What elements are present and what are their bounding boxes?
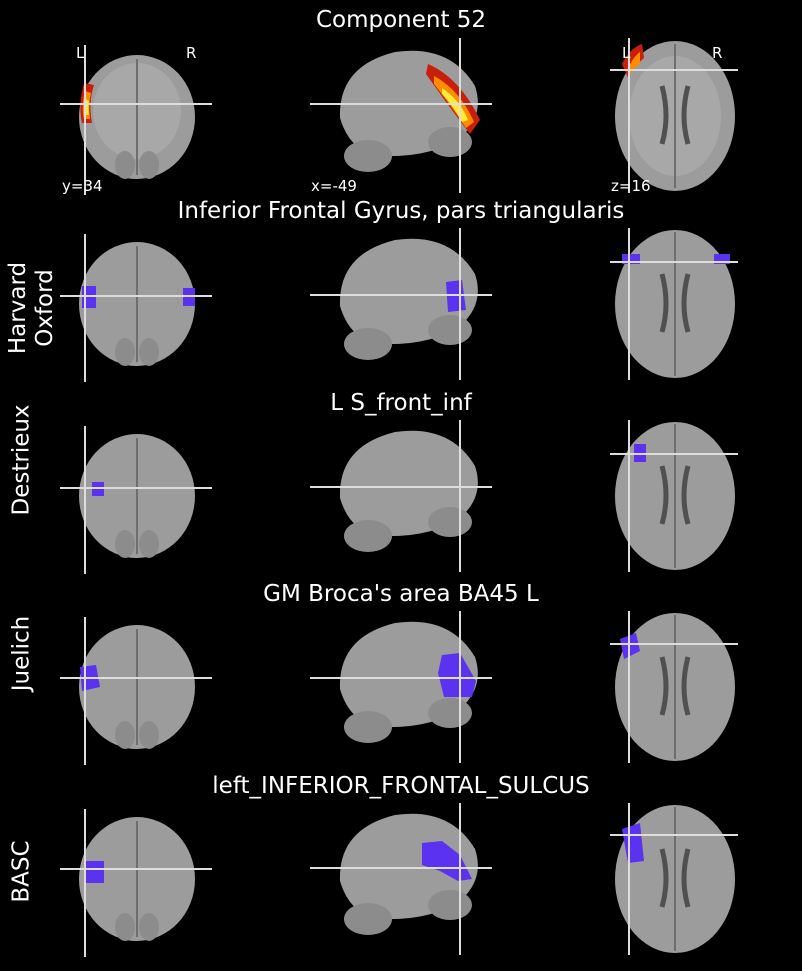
sagittal-view [310,228,495,380]
atlas-row-juelich: GM Broca's area BA45 L Juelich [0,575,802,767]
coronal-view [60,234,215,382]
component-title: Component 52 [315,7,487,33]
axial-slice-image [610,420,738,572]
coronal-slice-image [60,617,212,765]
coronal-slice-image [60,426,212,574]
axial-view [610,420,740,572]
axial-slice-image [610,228,738,380]
atlas-region-overlay [714,254,730,264]
coronal-slice-image [60,234,212,382]
orientation-right-label: R [712,44,723,62]
region-title: GM Broca's area BA45 L [263,581,539,607]
atlas-region-overlay [438,653,476,697]
coronal-slice-image [60,45,212,195]
atlas-name-label: BASC [8,840,35,903]
axial-view [610,228,740,380]
sagittal-slice-image [310,611,492,763]
coord-y-label: y=34 [62,177,103,195]
coord-x-label: x=-49 [311,177,357,195]
axial-view [610,38,740,193]
sagittal-view [310,611,495,763]
component-row: Component 52 L R y=34 x=-49 [0,0,802,200]
sagittal-slice-image [310,803,492,955]
sagittal-slice-image [310,38,492,193]
axial-view [610,611,740,763]
atlas-name-label: Destrieux [8,404,35,516]
sagittal-view [310,803,495,955]
axial-slice-image [610,38,738,193]
axial-view [610,803,740,955]
axial-slice-image [610,611,738,763]
sagittal-view [310,420,495,572]
atlas-row-basc: left_INFERIOR_FRONTAL_SULCUS BASC [0,767,802,971]
coronal-slice-image [60,809,212,957]
region-title: left_INFERIOR_FRONTAL_SULCUS [212,773,590,799]
atlas-region-overlay [84,861,104,883]
coronal-view [60,617,215,765]
coronal-view [60,426,215,574]
sagittal-slice-image [310,420,492,572]
region-title: Inferior Frontal Gyrus, pars triangulari… [177,198,625,224]
axial-slice-image [610,803,738,955]
atlas-row-harvard-oxford: Inferior Frontal Gyrus, pars triangulari… [0,192,802,384]
atlas-region-overlay [622,254,640,264]
orientation-right-label: R [186,44,197,62]
orientation-left-label: L [76,44,85,62]
region-title: L S_front_inf [330,390,472,416]
coord-z-label: z=16 [611,177,651,195]
sagittal-view [310,38,495,193]
coronal-view [60,809,215,957]
atlas-row-destrieux: L S_front_inf Destrieux [0,384,802,576]
sagittal-slice-image [310,228,492,380]
atlas-name-label: Juelich [8,615,35,692]
atlas-region-overlay [622,823,644,863]
coronal-view [60,45,215,195]
atlas-name-label: Harvard Oxford [5,261,58,355]
orientation-left-label: L [622,44,631,62]
